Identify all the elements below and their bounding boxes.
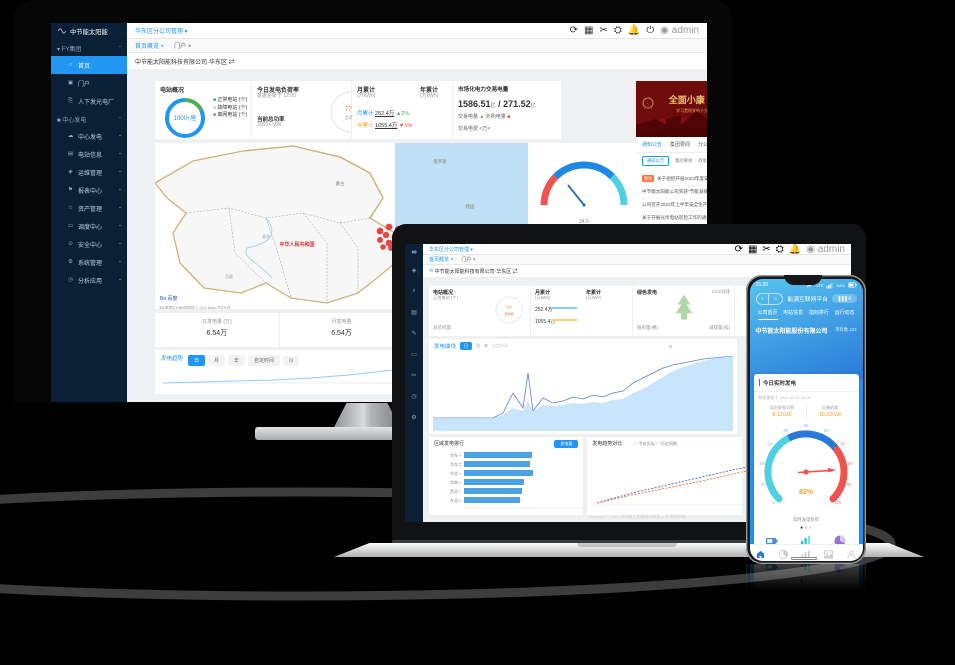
svg-text:本站数据由百度地图提供 © 2023 Baidu 意见反馈: 本站数据由百度地图提供 © 2023 Baidu 意见反馈 <box>159 305 231 309</box>
svg-text:90: 90 <box>846 482 851 487</box>
svg-text:蒙古: 蒙古 <box>336 180 345 187</box>
svg-text:华东一: 华东一 <box>450 452 462 458</box>
svg-text:50: 50 <box>804 423 809 428</box>
svg-text:韩国: 韩国 <box>466 203 475 210</box>
svg-text:82%: 82% <box>799 489 814 496</box>
svg-text:60: 60 <box>824 428 829 433</box>
svg-text:100: 100 <box>834 500 842 505</box>
svg-text:东北一: 东北一 <box>450 497 462 503</box>
svg-text:全面小康 央企担当: 全面小康 央企担当 <box>668 94 707 105</box>
svg-text:俄罗斯: 俄罗斯 <box>433 158 447 165</box>
svg-text:1000+座: 1000+座 <box>174 114 197 122</box>
svg-text:77: 77 <box>507 305 512 310</box>
svg-text:西北一: 西北一 <box>450 488 462 494</box>
svg-text:西藏: 西藏 <box>225 273 233 279</box>
svg-text:20: 20 <box>759 461 764 466</box>
svg-text:青海: 青海 <box>262 233 270 239</box>
svg-text:10: 10 <box>761 482 766 487</box>
svg-text:Ba 百度: Ba 百度 <box>160 295 178 302</box>
svg-text:中华人民共和国: 中华人民共和国 <box>279 241 314 248</box>
svg-text:华东二: 华东二 <box>450 461 462 467</box>
svg-text:学习贯彻党的十九届五中全会精神: 学习贯彻党的十九届五中全会精神 <box>676 107 707 113</box>
svg-text:70: 70 <box>840 442 845 447</box>
svg-text:发电量: 发电量 <box>504 311 513 316</box>
svg-text:0: 0 <box>773 500 776 505</box>
svg-text:80: 80 <box>848 461 853 466</box>
svg-text:40: 40 <box>783 428 788 433</box>
svg-text:华北一: 华北一 <box>450 470 462 476</box>
svg-text:30: 30 <box>767 442 772 447</box>
svg-text:华南一: 华南一 <box>450 479 462 485</box>
